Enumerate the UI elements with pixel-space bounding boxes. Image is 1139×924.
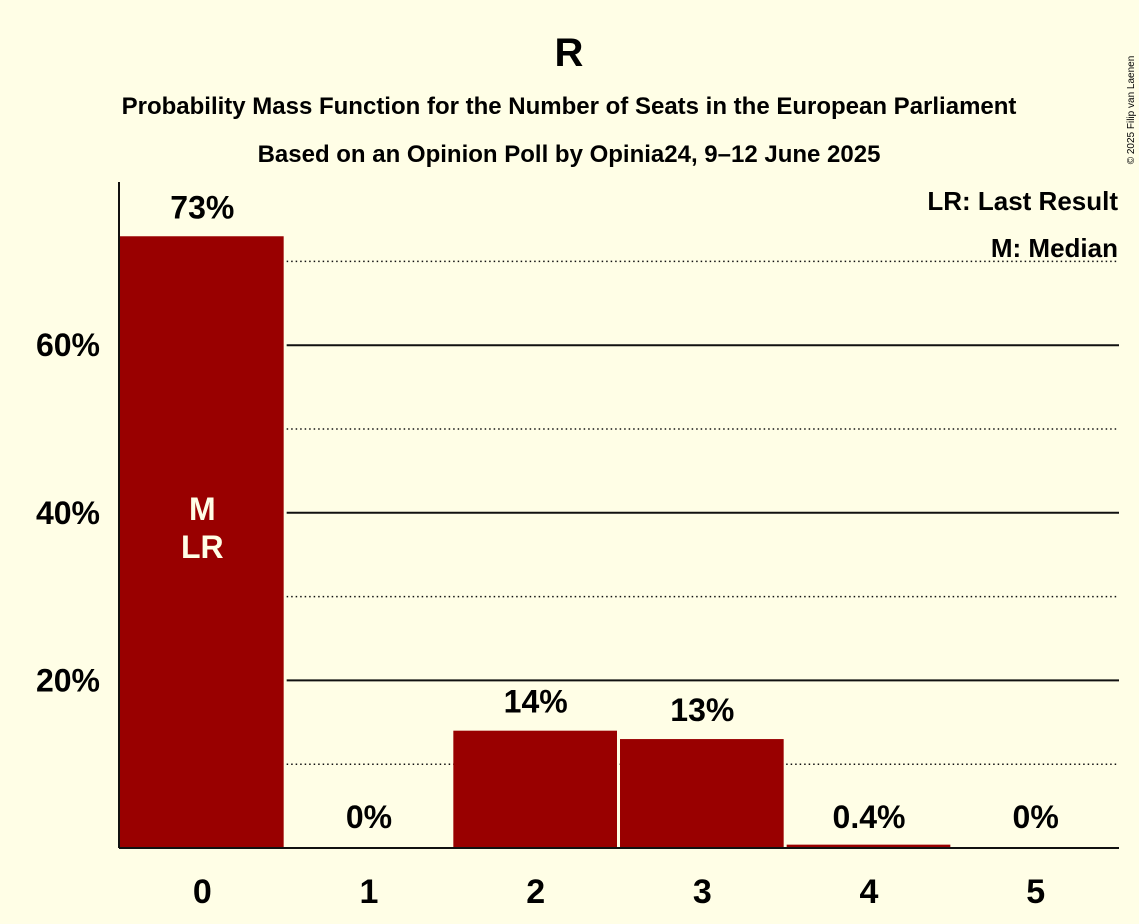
value-label: 13%	[670, 692, 734, 728]
x-tick-labels: 0 1 2 3 4 5	[193, 873, 1045, 911]
value-label: 14%	[504, 684, 568, 720]
bar-4	[786, 844, 951, 848]
x-tick-label: 2	[526, 873, 545, 911]
x-tick-label: 0	[193, 873, 212, 911]
x-tick-label: 3	[693, 873, 712, 911]
chart-subtitle-1: Probability Mass Function for the Number…	[122, 93, 1017, 120]
y-tick-labels: 20% 40% 60%	[36, 327, 100, 698]
legend-median: M: Median	[991, 233, 1118, 263]
chart-subtitle-2: Based on an Opinion Poll by Opinia24, 9–…	[258, 141, 881, 168]
axes	[118, 182, 1119, 849]
value-label: 0%	[1013, 799, 1059, 835]
y-tick-label: 60%	[36, 327, 100, 363]
chart-title: R	[555, 31, 584, 75]
y-tick-label: 20%	[36, 662, 100, 698]
value-labels: 73% 0% 14% 13% 0.4% 0%	[170, 189, 1058, 835]
bar-2	[453, 730, 617, 848]
value-label: 73%	[170, 189, 234, 225]
copyright-notice: © 2025 Filip van Laenen	[1126, 56, 1137, 165]
x-tick-label: 4	[860, 873, 879, 911]
bar-3	[620, 739, 784, 848]
value-label: 0.4%	[833, 799, 906, 835]
y-tick-label: 40%	[36, 495, 100, 531]
bar-annotation-lr: LR	[181, 529, 224, 565]
bar-annotation-m: M	[189, 491, 216, 527]
legend-last-result: LR: Last Result	[927, 186, 1118, 216]
gridlines	[286, 260, 1119, 765]
x-tick-label: 1	[360, 873, 379, 911]
bar-0	[120, 236, 284, 848]
value-label: 0%	[346, 799, 392, 835]
bar-annotations: MLR	[181, 491, 224, 565]
x-tick-label: 5	[1026, 873, 1045, 911]
bars	[120, 236, 951, 848]
